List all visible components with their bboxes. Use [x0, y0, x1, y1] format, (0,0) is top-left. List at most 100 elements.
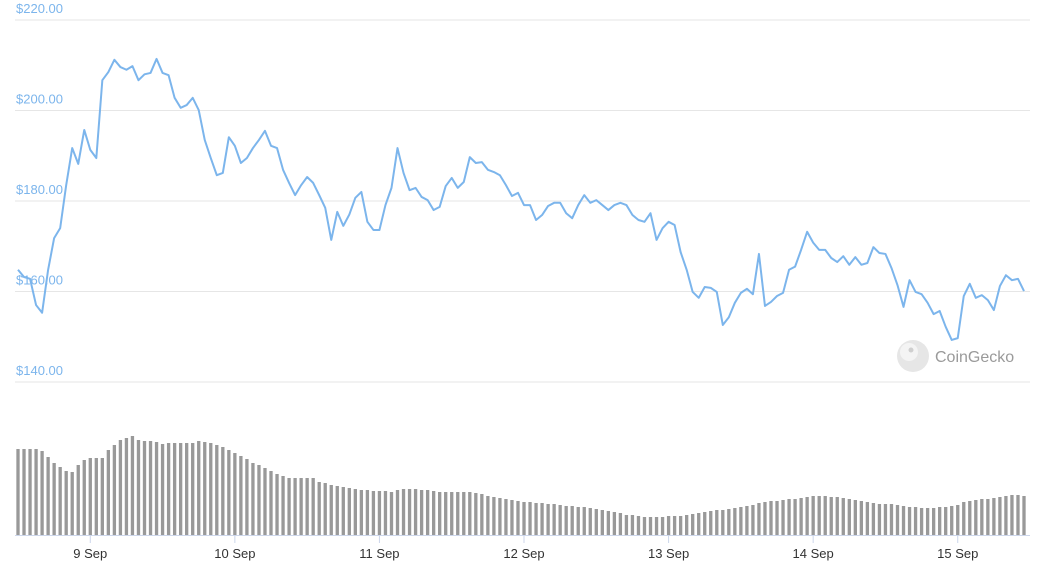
logo-face — [900, 343, 918, 361]
volume-bar — [919, 508, 924, 535]
volume-bar — [257, 465, 261, 535]
volume-bar — [365, 490, 370, 535]
volume-bar — [763, 502, 767, 535]
volume-bar — [594, 509, 598, 535]
volume-bar — [58, 467, 62, 535]
volume-bar — [166, 443, 171, 535]
volume-bar — [444, 492, 448, 535]
volume-bar — [956, 505, 960, 535]
volume-bar — [968, 501, 972, 535]
volume-bar — [799, 498, 803, 535]
volume-bar — [739, 507, 743, 535]
volume-bar — [88, 458, 92, 535]
volume-bar — [950, 506, 954, 535]
volume-bar — [353, 489, 357, 535]
volume-bar — [980, 499, 984, 535]
plot-layer: $140.00 $160.00 $180.00 $200.00 $220.00 9 Sep… — [15, 1, 1030, 561]
volume-bar — [178, 443, 183, 535]
volume-bar — [859, 501, 864, 535]
volume-bar — [329, 485, 333, 535]
volume-bar — [425, 490, 430, 535]
volume-bar — [106, 450, 111, 535]
volume-bar — [992, 498, 996, 535]
volume-bar — [570, 506, 574, 535]
volume-bar — [341, 487, 345, 535]
y-tick-label: $140.00 — [16, 363, 63, 378]
volume-bar — [913, 507, 918, 535]
logo-eye — [908, 347, 914, 353]
volume-bar — [962, 502, 966, 535]
volume-bar — [811, 496, 815, 535]
volume-bar — [287, 478, 291, 535]
volume-bar — [817, 496, 821, 535]
volume-bar — [703, 512, 707, 535]
volume-bar — [359, 490, 364, 535]
volume-bar — [22, 449, 26, 535]
volume-bar — [582, 507, 586, 535]
volume-bar — [142, 441, 147, 535]
watermark: CoinGecko — [935, 349, 1014, 366]
x-tick-label: 10 Sep — [214, 546, 255, 561]
volume-bar — [504, 499, 508, 535]
volume-bar — [998, 497, 1002, 535]
volume-bar — [805, 497, 809, 535]
volume-bar — [389, 492, 394, 535]
volume-bar — [751, 505, 755, 535]
volume-bar — [239, 456, 243, 535]
volume-bar — [191, 443, 195, 535]
volume-bar — [697, 513, 701, 535]
volume-bar — [462, 492, 466, 535]
volume-bar — [100, 458, 104, 535]
volume-bar — [546, 504, 550, 535]
volume-bar — [335, 486, 339, 535]
x-tick-label: 11 Sep — [359, 546, 399, 561]
volume-bar — [733, 508, 737, 535]
volume-bar — [197, 441, 201, 535]
volume-bar — [401, 489, 406, 535]
volume-bar — [540, 503, 544, 535]
volume-bar — [1010, 495, 1014, 535]
volume-bar — [944, 507, 948, 535]
y-tick-label: $220.00 — [16, 1, 63, 16]
volume-bar — [775, 501, 779, 535]
volume-bar — [889, 504, 894, 535]
volume-bar — [76, 465, 80, 535]
volume-bar — [895, 505, 900, 535]
x-tick-label: 15 Sep — [937, 546, 978, 561]
volume-bar — [522, 502, 526, 535]
volume-bar — [70, 472, 74, 535]
volume-bar — [311, 478, 315, 535]
volume-bar — [431, 491, 436, 535]
volume-bar — [124, 438, 129, 535]
volume-bar — [901, 506, 906, 535]
volume-bar — [468, 492, 472, 535]
volume-bar — [474, 493, 478, 535]
volume-bar — [600, 510, 604, 535]
volume-bar — [624, 515, 629, 535]
volume-bar — [305, 478, 309, 535]
volume-bar — [938, 507, 942, 535]
volume-bar — [588, 508, 592, 535]
volume-bar — [28, 449, 32, 535]
volume-bar — [685, 515, 689, 535]
volume-bar — [648, 517, 653, 535]
volume-bar — [317, 482, 321, 535]
volume-bar — [841, 498, 845, 535]
volume-bar — [612, 512, 617, 535]
price-line — [17, 57, 1025, 341]
volume-bar — [492, 497, 496, 535]
volume-bar — [94, 458, 98, 535]
volume-bar — [347, 488, 351, 535]
volume-bar — [528, 502, 532, 535]
y-tick-label: $200.00 — [16, 92, 63, 107]
volume-bar — [227, 450, 231, 535]
volume-bar — [407, 489, 412, 535]
volume-bar — [829, 497, 833, 535]
volume-bar — [709, 511, 713, 535]
volume-bar — [52, 463, 56, 535]
volume-bar — [148, 441, 153, 535]
volume-bar — [480, 494, 484, 535]
volume-bar — [46, 457, 50, 535]
volume-bar — [395, 490, 400, 535]
